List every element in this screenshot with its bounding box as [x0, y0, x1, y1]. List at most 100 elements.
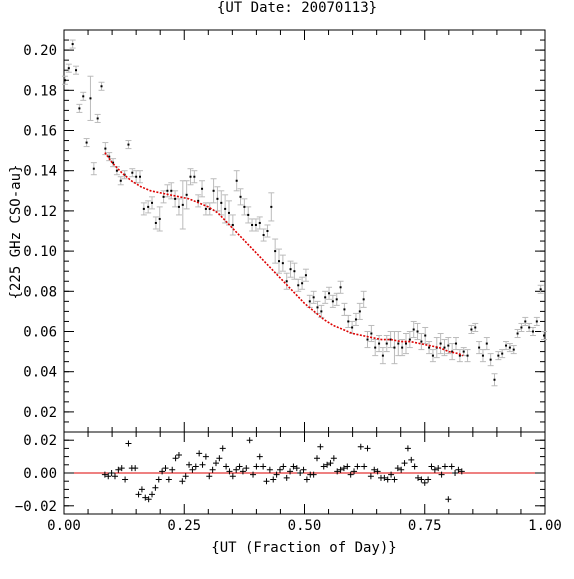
y-tick-label: 0.02: [23, 405, 57, 421]
data-point: [351, 326, 354, 329]
residual-point: [300, 466, 307, 473]
data-point: [75, 69, 78, 72]
data-point: [82, 95, 85, 98]
residual-point: [428, 463, 435, 470]
residual-point: [273, 471, 280, 478]
residual-point: [142, 494, 149, 501]
data-point: [115, 169, 118, 172]
data-point: [227, 211, 230, 214]
data-point: [78, 107, 81, 110]
data-point: [462, 350, 465, 353]
data-point: [393, 346, 396, 349]
data-point: [301, 282, 304, 285]
residual-point: [206, 473, 213, 480]
residual-point: [115, 466, 122, 473]
data-point: [181, 203, 184, 206]
y-tick-label: 0.04: [23, 365, 57, 381]
residual-point: [411, 463, 418, 470]
residual-point: [384, 476, 391, 483]
residual-y-ticks: −0.02 0.00 0.02: [15, 431, 545, 515]
data-point: [524, 320, 527, 323]
data-point: [331, 300, 334, 303]
residual-point: [152, 484, 159, 491]
fit-panel-frame: [63, 29, 546, 433]
data-point: [127, 143, 130, 146]
data-point: [451, 350, 454, 353]
residual-point: [401, 460, 408, 467]
residual-point: [209, 466, 216, 473]
fit-curve-line: [104, 152, 464, 357]
data-point: [339, 286, 342, 289]
data-point: [266, 230, 269, 232]
residual-points: [101, 437, 465, 503]
residual-point: [212, 460, 219, 467]
residual-point: [330, 455, 337, 462]
data-point: [193, 175, 196, 178]
data-point: [304, 274, 307, 277]
data-point: [385, 342, 388, 345]
fit-panel: 0.02 0.04 0.06 0.08 0.10 0.12 0.14 0.16 0.18 0.20…: [8, 29, 548, 433]
residual-point: [344, 463, 351, 470]
fit-panel-y-ticks: 0.02 0.04 0.06 0.08 0.10 0.12 0.14 0.16 0.18 0.20: [23, 29, 545, 433]
residual-point: [105, 473, 112, 480]
x-tick-label: 0.50: [288, 518, 322, 534]
residual-point: [172, 455, 179, 462]
data-point: [185, 193, 188, 196]
residual-point: [145, 496, 152, 503]
data-point: [162, 195, 165, 198]
residual-point: [179, 478, 186, 485]
data-point: [297, 284, 300, 287]
residual-point: [165, 476, 172, 483]
data-point: [508, 346, 511, 349]
data-point: [312, 296, 315, 299]
residual-point: [361, 463, 368, 470]
data-point: [138, 175, 141, 178]
y-tick-label: 0.06: [23, 325, 57, 341]
data-point: [142, 207, 145, 210]
residual-point: [229, 473, 236, 480]
residual-point: [452, 470, 459, 476]
x-tick-label: 0.75: [408, 518, 442, 534]
residual-point: [266, 466, 273, 473]
residual-point: [458, 468, 465, 475]
residual-point: [182, 473, 189, 480]
data-point: [470, 328, 473, 331]
data-point: [174, 197, 177, 200]
x-axis-label: {UT (Fraction of Day)}: [211, 540, 396, 556]
data-point: [289, 268, 292, 271]
data-point: [112, 161, 115, 164]
data-point: [358, 310, 361, 313]
y-tick-label: 0.14: [23, 164, 57, 180]
residual-point: [226, 468, 233, 475]
residual-point: [293, 465, 300, 472]
residual-point: [367, 473, 374, 480]
y-tick-label: 0.12: [23, 204, 57, 220]
data-point: [404, 342, 407, 345]
residual-point: [445, 496, 452, 503]
data-point: [420, 340, 423, 343]
residual-point: [388, 471, 395, 478]
data-point: [408, 338, 411, 341]
residual-point: [256, 453, 263, 460]
data-point: [92, 167, 95, 170]
data-point: [293, 270, 296, 273]
data-point: [493, 378, 496, 381]
residual-point: [125, 440, 132, 447]
data-point: [366, 338, 369, 341]
data-point: [354, 318, 357, 321]
data-point: [201, 187, 204, 190]
data-point: [401, 346, 404, 349]
data-point: [166, 189, 169, 192]
data-point: [381, 354, 384, 357]
residual-point: [189, 466, 196, 473]
residual-point: [260, 463, 267, 470]
data-point: [262, 234, 265, 237]
residual-point: [425, 476, 432, 483]
data-point: [89, 97, 92, 100]
data-point: [131, 171, 134, 174]
residual-y-tick-label: 0.00: [23, 466, 57, 482]
data-point: [119, 179, 122, 182]
residual-panel: −0.02 0.00 0.02 0.00 0.25 0.50 0.75 1.00 {UT (…: [15, 431, 562, 556]
residual-point: [239, 468, 246, 475]
